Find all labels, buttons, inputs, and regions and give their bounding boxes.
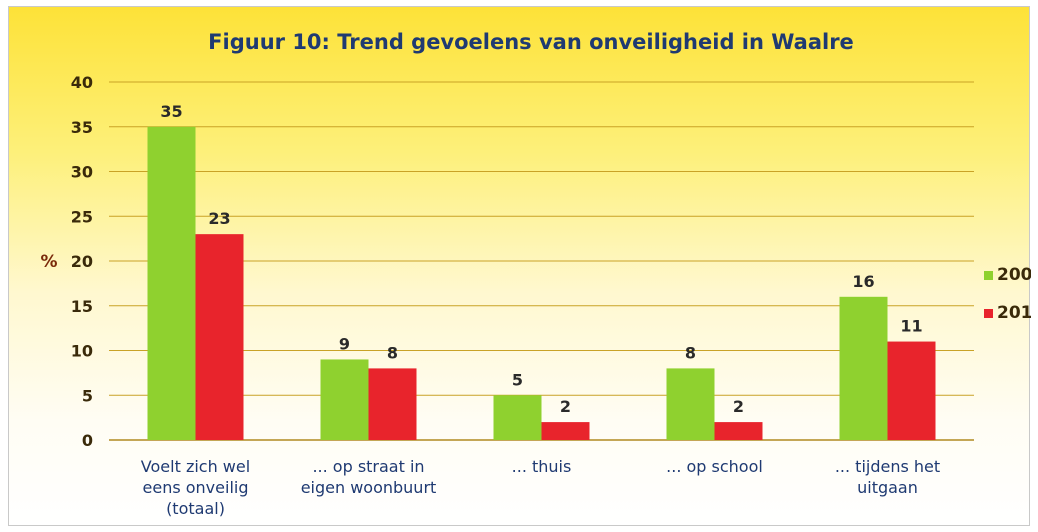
bar-2007 <box>147 126 196 440</box>
data-label: 35 <box>160 102 182 121</box>
y-axis-ticks: 0 5 10 15 20 25 30 35 40 <box>71 73 93 450</box>
category-label-line: (totaal) <box>166 499 225 518</box>
y-axis-label: % <box>40 252 57 272</box>
category-label: ... tijdens het uitgaan <box>835 457 940 497</box>
bars <box>147 126 936 440</box>
data-label: 2 <box>560 397 571 416</box>
y-tick-label: 15 <box>71 297 93 316</box>
legend: 2007 2011 <box>984 265 1031 323</box>
y-tick-label: 35 <box>71 118 93 137</box>
category-label: ... thuis <box>512 457 572 476</box>
data-label: 9 <box>339 334 350 353</box>
data-label: 16 <box>852 272 874 291</box>
legend-label: 2011 <box>997 303 1031 323</box>
y-tick-label: 30 <box>71 163 93 182</box>
category-labels: Voelt zich wel eens onveilig (totaal) ... o… <box>141 457 940 518</box>
category-label: Voelt zich wel eens onveilig (totaal) <box>141 457 250 518</box>
bar-2011 <box>541 422 590 440</box>
category-label: ... op straat in eigen woonbuurt <box>301 457 437 497</box>
chart-title: Figuur 10: Trend gevoelens van onveiligh… <box>208 30 854 54</box>
bar-2011 <box>195 234 244 440</box>
category-label-line: eens onveilig <box>143 478 249 497</box>
category-label-line: uitgaan <box>857 478 918 497</box>
chart-frame: Figuur 10: Trend gevoelens van onveiligh… <box>8 6 1031 526</box>
gridlines <box>109 81 974 441</box>
bar-2007 <box>493 395 542 440</box>
bar-2011 <box>887 341 936 440</box>
data-label: 2 <box>733 397 744 416</box>
legend-swatch <box>984 309 993 318</box>
category-label-line: ... thuis <box>512 457 572 476</box>
bar-2011 <box>714 422 763 440</box>
legend-swatch <box>984 271 993 280</box>
bar-2007 <box>666 368 715 440</box>
y-tick-label: 20 <box>71 252 93 271</box>
category-label-line: eigen woonbuurt <box>301 478 437 497</box>
category-label: ... op school <box>666 457 763 476</box>
category-label-line: Voelt zich wel <box>141 457 250 476</box>
data-label: 8 <box>685 343 696 362</box>
bar-2011 <box>368 368 417 440</box>
bar-chart: Figuur 10: Trend gevoelens van onveiligh… <box>40 30 1031 518</box>
data-label: 11 <box>900 317 922 336</box>
data-labels: 35 23 9 8 5 2 8 2 16 11 <box>160 102 922 416</box>
data-label: 23 <box>208 209 230 228</box>
data-label: 5 <box>512 370 523 389</box>
y-tick-label: 25 <box>71 207 93 226</box>
category-label-line: ... op school <box>666 457 763 476</box>
bar-2007 <box>320 359 369 440</box>
bar-2007 <box>839 296 888 440</box>
y-tick-label: 0 <box>82 431 93 450</box>
category-label-line: ... op straat in <box>312 457 424 476</box>
category-label-line: ... tijdens het <box>835 457 940 476</box>
data-label: 8 <box>387 343 398 362</box>
y-tick-label: 5 <box>82 386 93 405</box>
y-tick-label: 40 <box>71 73 93 92</box>
legend-label: 2007 <box>997 265 1031 285</box>
y-tick-label: 10 <box>71 342 93 361</box>
